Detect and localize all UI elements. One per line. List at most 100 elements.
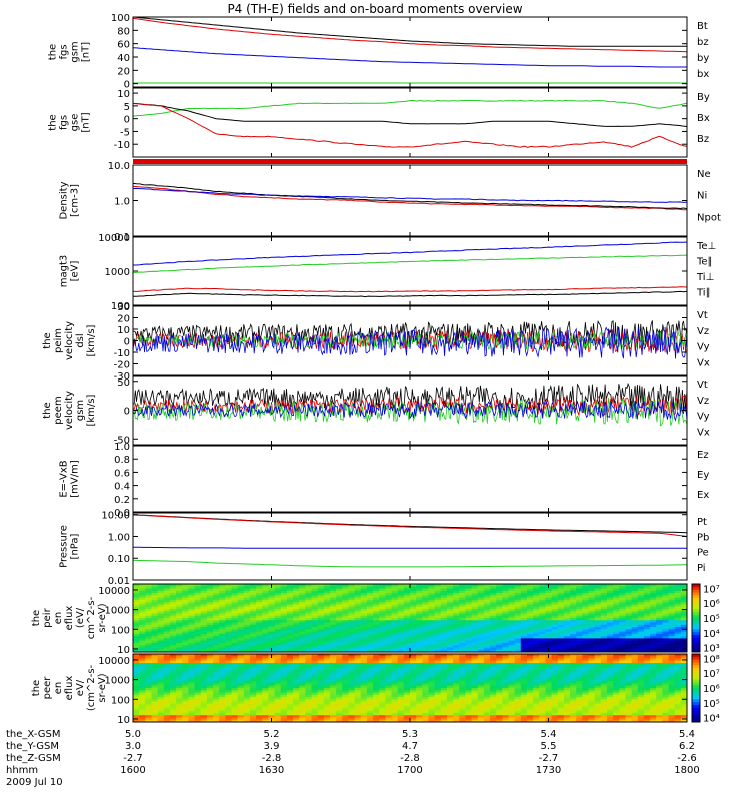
spectrogram-cell [625,649,632,653]
spectrogram-cell [139,622,146,626]
spectrogram-cell [274,595,282,598]
series-line-temperature-1 [132,290,688,298]
spectrogram-cell [483,584,491,587]
spectrogram-cell [182,672,189,675]
spectrogram-cell [194,590,202,594]
series-line-fgs_gse-1 [132,102,688,127]
spectrogram-cell [631,676,639,680]
spectrogram-cell [539,669,546,673]
spectrogram-cell [520,620,528,623]
quality-flag-bar [133,159,687,164]
y-tick-label: 0.6 [114,468,130,479]
spectrogram-cell [256,674,263,678]
spectrogram-cell [176,627,183,630]
spectrogram-cell [674,611,682,614]
spectrogram-cell [459,593,466,596]
spectrogram-cell [656,599,663,603]
spectrogram-cell [496,599,503,603]
spectrogram-cell [219,633,226,637]
spectrogram-cell [157,663,165,666]
spectrogram-cell [329,613,337,617]
spectrogram-cell [662,681,669,684]
spectrogram-cell [588,656,596,659]
spectrogram-cell [490,669,497,673]
spectrogram-cell [299,658,306,662]
spectrogram-cell [668,694,676,698]
spectrogram-cell [231,697,239,700]
spectrogram-cell [348,608,355,612]
spectrogram-cell [551,615,559,619]
spectrogram-cell [354,629,362,632]
spectrogram-cell [293,683,300,687]
spectrogram-cell [139,676,146,680]
spectrogram-cell [385,620,392,623]
spectrogram-cell [557,665,565,668]
spectrogram-cell [410,645,417,648]
spectrogram-cell [403,690,411,693]
spectrogram-cell [674,658,682,662]
spectrogram-cell [169,674,177,678]
spectrogram-cell [582,638,589,642]
spectrogram-cell [582,676,589,680]
spectrogram-cell [502,599,509,603]
spectrogram-cell [563,672,571,675]
spectrogram-cell [373,615,380,619]
spectrogram-cell [625,672,632,675]
spectrogram-cell [237,645,245,648]
spectrogram-cell [225,597,232,601]
spectrogram-cell [225,678,232,682]
spectrogram-cell [526,674,534,678]
spectrogram-cell [643,674,651,678]
spectrogram-cell [237,595,245,598]
spectrogram-cell [637,615,645,619]
spectrogram-cell [465,647,472,651]
spectrogram-cell [619,584,626,587]
spectrogram-cell [637,654,645,657]
spectrogram-cell [360,660,368,664]
spectrogram-cell [194,627,202,630]
spectrogram-cell [520,604,528,608]
spectrogram-cell [145,636,152,639]
spectrogram-cell [650,667,657,671]
spectrogram-cell [557,633,565,637]
spectrogram-cell [379,615,386,619]
spectrogram-cell [502,678,509,682]
spectrogram-cell [139,665,146,668]
spectrogram-cell [637,629,645,632]
spectrogram-cell [490,681,497,684]
spectrogram-cell [225,688,232,691]
spectrogram-cell [625,611,632,614]
spectrogram-cell [379,678,386,682]
spectrogram-cell [422,683,429,687]
spectrogram-cell [280,701,288,705]
spectrogram-cell [206,627,214,630]
spectrogram-cell [317,690,325,693]
spectrogram-cell [619,620,626,623]
spectrogram-cell [576,588,583,592]
spectrogram-cell [133,672,140,675]
spectrogram-cell [662,699,669,702]
spectrogram-cell [200,615,208,619]
spectrogram-cell [533,660,540,664]
spectrogram-cell [169,584,177,587]
spectrogram-cell [539,649,546,653]
spectrogram-cell [557,606,565,610]
spectrogram-cell [619,667,626,671]
spectrogram-cell [182,649,189,653]
spectrogram-cell [453,615,460,619]
spectrogram-cell [188,593,195,596]
spectrogram-cell [600,633,608,637]
spectrogram-cell [151,597,159,601]
spectrogram-cell [668,660,676,664]
spectrogram-cell [526,599,534,603]
spectrogram-cell [366,685,374,689]
spectrogram-cell [243,660,251,664]
spectrogram-cell [662,638,669,642]
spectrogram-cell [662,656,669,659]
spectrogram-cell [613,640,620,644]
spectrogram-cell [446,590,454,594]
spectrogram-cell [200,678,208,682]
spectrogram-cell [231,676,239,680]
spectrogram-cell [219,599,226,603]
